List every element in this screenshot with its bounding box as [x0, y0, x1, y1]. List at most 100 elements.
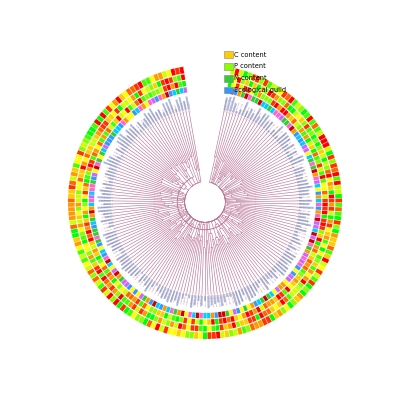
Wedge shape	[288, 125, 295, 132]
Wedge shape	[273, 102, 280, 109]
Wedge shape	[77, 150, 84, 156]
Wedge shape	[121, 147, 126, 152]
Wedge shape	[83, 214, 89, 218]
Wedge shape	[318, 230, 324, 234]
Text: Species 147: Species 147	[294, 173, 307, 177]
Wedge shape	[106, 292, 114, 300]
Wedge shape	[90, 180, 96, 184]
Wedge shape	[297, 183, 308, 186]
Wedge shape	[174, 322, 178, 328]
Wedge shape	[168, 99, 174, 114]
Wedge shape	[137, 90, 143, 96]
Text: Species 169: Species 169	[254, 113, 262, 124]
Wedge shape	[88, 199, 94, 202]
Wedge shape	[124, 281, 130, 288]
Wedge shape	[126, 97, 133, 104]
Wedge shape	[116, 273, 122, 280]
Wedge shape	[293, 234, 298, 237]
Text: Species 128: Species 128	[292, 233, 304, 239]
Wedge shape	[90, 155, 96, 161]
FancyBboxPatch shape	[224, 63, 233, 70]
Wedge shape	[316, 237, 322, 242]
Wedge shape	[97, 282, 105, 290]
Wedge shape	[272, 126, 284, 137]
Wedge shape	[96, 115, 104, 122]
Wedge shape	[291, 99, 298, 107]
Text: Species 33: Species 33	[106, 166, 118, 172]
Wedge shape	[306, 258, 313, 264]
Wedge shape	[118, 122, 124, 129]
Wedge shape	[76, 245, 83, 251]
Wedge shape	[98, 154, 104, 160]
Wedge shape	[115, 290, 121, 297]
Wedge shape	[297, 218, 308, 222]
Text: Species 51: Species 51	[104, 224, 116, 228]
Wedge shape	[210, 296, 213, 305]
Text: Species 115: Species 115	[270, 266, 280, 277]
Wedge shape	[121, 258, 131, 266]
Wedge shape	[314, 141, 321, 147]
Wedge shape	[162, 86, 168, 92]
Wedge shape	[316, 206, 321, 210]
Wedge shape	[112, 288, 118, 294]
Wedge shape	[129, 286, 136, 293]
Wedge shape	[116, 253, 127, 261]
Wedge shape	[85, 171, 92, 176]
Wedge shape	[185, 331, 190, 338]
Wedge shape	[104, 203, 111, 205]
Wedge shape	[267, 98, 273, 104]
Wedge shape	[125, 291, 132, 298]
Wedge shape	[295, 264, 301, 270]
Wedge shape	[89, 272, 97, 279]
Text: Species 103: Species 103	[240, 287, 246, 300]
Wedge shape	[77, 219, 83, 224]
Text: Species 92: Species 92	[208, 294, 209, 306]
Wedge shape	[298, 212, 310, 216]
Wedge shape	[234, 315, 239, 321]
Wedge shape	[230, 96, 236, 112]
Wedge shape	[272, 288, 278, 295]
Wedge shape	[99, 112, 107, 119]
Text: Species 150: Species 150	[291, 163, 304, 169]
Wedge shape	[279, 258, 288, 265]
Wedge shape	[313, 272, 321, 279]
Wedge shape	[111, 278, 118, 284]
Wedge shape	[70, 176, 77, 181]
Wedge shape	[170, 83, 175, 90]
Wedge shape	[273, 265, 285, 276]
Text: Species 83: Species 83	[177, 291, 181, 303]
Wedge shape	[271, 268, 276, 272]
Wedge shape	[81, 161, 88, 166]
Wedge shape	[79, 231, 86, 236]
Text: Species 8: Species 8	[164, 107, 169, 117]
Wedge shape	[172, 76, 177, 82]
Wedge shape	[267, 272, 273, 278]
Wedge shape	[100, 189, 112, 192]
Wedge shape	[156, 284, 161, 292]
Wedge shape	[79, 253, 87, 259]
Wedge shape	[302, 286, 310, 293]
Wedge shape	[199, 326, 203, 331]
Text: Species 73: Species 73	[146, 278, 154, 289]
Wedge shape	[82, 191, 88, 195]
Wedge shape	[235, 83, 240, 90]
Wedge shape	[109, 285, 116, 291]
Text: Species 29: Species 29	[112, 154, 123, 160]
Wedge shape	[312, 228, 318, 233]
Wedge shape	[100, 286, 108, 293]
Wedge shape	[78, 223, 84, 228]
Wedge shape	[295, 174, 303, 177]
Text: Species 144: Species 144	[296, 183, 309, 186]
Wedge shape	[126, 284, 133, 290]
Text: Species 143: Species 143	[296, 186, 310, 189]
Wedge shape	[158, 72, 164, 80]
Wedge shape	[125, 129, 136, 140]
Wedge shape	[128, 128, 138, 137]
Wedge shape	[276, 132, 287, 142]
Wedge shape	[324, 231, 331, 236]
Wedge shape	[257, 320, 264, 328]
Wedge shape	[253, 90, 259, 96]
Wedge shape	[98, 272, 105, 278]
Wedge shape	[138, 308, 144, 315]
Wedge shape	[100, 218, 113, 222]
